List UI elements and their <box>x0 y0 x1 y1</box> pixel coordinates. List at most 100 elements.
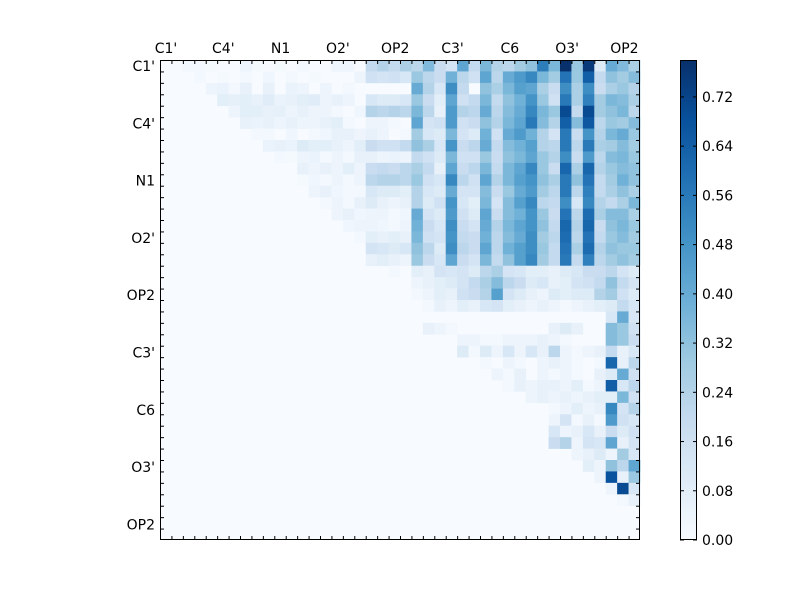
heatmap-cell <box>617 334 629 347</box>
heatmap-cell <box>331 94 344 107</box>
heatmap-cell <box>548 345 561 358</box>
heatmap-cell <box>548 288 561 301</box>
heatmap-cell <box>560 117 572 129</box>
heatmap-cell <box>411 174 424 187</box>
heatmap-cell <box>491 94 504 107</box>
heatmap-cell <box>537 231 549 244</box>
heatmap-cell <box>491 334 504 347</box>
heatmap-cell <box>445 174 458 187</box>
heatmap-cell <box>400 197 412 209</box>
heatmap-cell <box>628 277 641 289</box>
heatmap-cell <box>525 345 538 358</box>
heatmap-cell <box>605 60 618 72</box>
heatmap-cell <box>388 105 401 118</box>
heatmap-cell <box>605 368 618 381</box>
heatmap-cell <box>502 128 515 141</box>
colorbar <box>680 60 697 540</box>
y-tick-label: C4' <box>132 116 155 132</box>
heatmap-cell <box>480 357 492 369</box>
heatmap-cell <box>560 357 572 369</box>
heatmap-cell <box>320 162 332 175</box>
heatmap-cell <box>548 117 561 129</box>
heatmap-cell <box>571 425 584 438</box>
heatmap-cell <box>582 174 595 187</box>
heatmap-cell <box>308 94 321 107</box>
heatmap-cell <box>331 162 344 175</box>
heatmap-cell <box>422 254 435 267</box>
heatmap-cell <box>388 265 401 278</box>
heatmap-cell <box>514 231 527 244</box>
heatmap-cell <box>594 460 607 472</box>
heatmap-cell <box>514 345 527 358</box>
heatmap-cell <box>457 288 469 301</box>
x-tick-label: OP2 <box>610 41 638 57</box>
heatmap-cell <box>411 151 424 164</box>
heatmap-cell <box>514 60 527 72</box>
heatmap-cell <box>548 380 561 392</box>
heatmap-cell <box>354 231 367 244</box>
heatmap-cell <box>582 380 595 392</box>
heatmap-cell <box>560 425 572 438</box>
heatmap-cell <box>422 151 435 164</box>
heatmap-cell <box>617 311 629 324</box>
heatmap-cell <box>594 60 607 72</box>
x-tick-label: O3' <box>555 41 579 57</box>
heatmap-cell <box>548 254 561 267</box>
heatmap-cell <box>537 368 549 381</box>
heatmap-cell <box>525 334 538 347</box>
heatmap-cell <box>525 128 538 141</box>
heatmap-cell <box>571 220 584 232</box>
heatmap-cell <box>331 185 344 198</box>
heatmap-cell <box>274 140 287 152</box>
heatmap-cell <box>480 82 492 95</box>
heatmap-cell <box>617 231 629 244</box>
heatmap-cell <box>605 437 618 449</box>
heatmap-cell <box>560 391 572 404</box>
heatmap-cell <box>468 117 481 129</box>
heatmap-cell <box>411 277 424 289</box>
heatmap-cell <box>525 300 538 312</box>
heatmap-cell <box>594 174 607 187</box>
heatmap-cell <box>605 300 618 312</box>
heatmap-cell <box>594 380 607 392</box>
heatmap-cell <box>411 162 424 175</box>
heatmap-cell <box>400 185 412 198</box>
colorbar-tick-label: 0.48 <box>702 238 733 254</box>
heatmap-cell <box>262 105 275 118</box>
heatmap-cell <box>445 71 458 84</box>
heatmap-cell <box>571 231 584 244</box>
heatmap-cell <box>377 174 389 187</box>
heatmap-cell <box>571 277 584 289</box>
heatmap-cell <box>560 105 572 118</box>
heatmap-cell <box>617 471 629 484</box>
heatmap-cell <box>525 71 538 84</box>
heatmap-cell <box>628 345 641 358</box>
heatmap-cell <box>251 117 264 129</box>
heatmap-cell <box>468 208 481 221</box>
heatmap-cell <box>480 208 492 221</box>
heatmap-cell <box>582 231 595 244</box>
heatmap-cell <box>582 185 595 198</box>
heatmap-cell <box>628 437 641 449</box>
heatmap-cell <box>445 60 458 72</box>
heatmap-cell <box>354 220 367 232</box>
heatmap-cell <box>537 71 549 84</box>
heatmap-cell <box>617 117 629 129</box>
heatmap-cell <box>617 60 629 72</box>
heatmap-cell <box>594 105 607 118</box>
heatmap-cell <box>582 151 595 164</box>
heatmap-cell <box>525 185 538 198</box>
x-tick-label: O2' <box>326 41 350 57</box>
heatmap-cell <box>354 105 367 118</box>
heatmap-cell <box>617 82 629 95</box>
heatmap-cell <box>434 208 447 221</box>
heatmap-cell <box>400 60 412 72</box>
heatmap-cell <box>205 82 218 95</box>
heatmap-cell <box>480 334 492 347</box>
heatmap-cell <box>457 82 469 95</box>
heatmap-cell <box>617 345 629 358</box>
heatmap-cell <box>582 265 595 278</box>
heatmap-cell <box>457 71 469 84</box>
heatmap-cell <box>342 60 355 72</box>
heatmap-cell <box>365 185 378 198</box>
